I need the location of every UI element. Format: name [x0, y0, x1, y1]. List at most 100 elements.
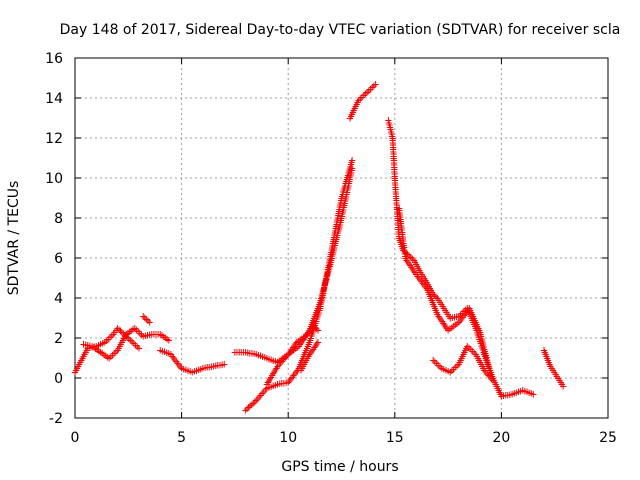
- data-point: +: [474, 319, 481, 333]
- data-point: +: [338, 209, 345, 223]
- data-point: +: [489, 373, 496, 387]
- data-point: +: [158, 328, 165, 342]
- data-point: +: [105, 332, 112, 346]
- data-point: +: [236, 345, 243, 359]
- data-point: +: [240, 345, 247, 359]
- data-point: +: [429, 295, 436, 309]
- data-point: +: [346, 172, 353, 186]
- data-point: +: [398, 223, 405, 237]
- data-point: +: [295, 334, 302, 348]
- data-point: +: [319, 288, 326, 302]
- data-point: +: [326, 261, 333, 275]
- data-point: +: [285, 347, 292, 361]
- data-point: +: [296, 337, 303, 351]
- data-point: +: [453, 310, 460, 324]
- data-point: +: [463, 341, 470, 355]
- data-point: +: [521, 384, 528, 398]
- series-track-8: ++++++++++++++++: [297, 335, 321, 377]
- data-point: +: [325, 256, 332, 270]
- data-point: +: [130, 336, 137, 350]
- data-point: +: [443, 321, 450, 335]
- data-point: +: [304, 326, 311, 340]
- data-point: +: [318, 289, 325, 303]
- data-point: +: [388, 127, 395, 141]
- data-point: +: [464, 339, 471, 353]
- data-point: +: [476, 325, 483, 339]
- data-point: +: [445, 309, 452, 323]
- data-point: +: [308, 317, 315, 331]
- data-point: +: [246, 399, 253, 413]
- data-point: +: [338, 191, 345, 205]
- data-point: +: [425, 285, 432, 299]
- data-point: +: [354, 95, 361, 109]
- data-point: +: [467, 309, 474, 323]
- data-point: +: [392, 180, 399, 194]
- data-point: +: [86, 341, 93, 355]
- data-point: +: [489, 371, 496, 385]
- data-point: +: [329, 236, 336, 250]
- data-point: +: [108, 329, 115, 343]
- data-point: +: [487, 365, 494, 379]
- data-point: +: [435, 309, 442, 323]
- data-point: +: [336, 202, 343, 216]
- data-point: +: [312, 316, 319, 330]
- data-point: +: [467, 303, 474, 317]
- data-point: +: [322, 274, 329, 288]
- data-point: +: [330, 242, 337, 256]
- data-point: +: [479, 359, 486, 373]
- data-point: +: [463, 305, 470, 319]
- data-point: +: [462, 306, 469, 320]
- data-point: +: [345, 176, 352, 190]
- data-point: +: [426, 287, 433, 301]
- data-point: +: [334, 213, 341, 227]
- data-point: +: [134, 324, 141, 338]
- data-point: +: [344, 168, 351, 182]
- data-point: +: [462, 343, 469, 357]
- data-point: +: [339, 207, 346, 221]
- data-point: +: [482, 351, 489, 365]
- data-point: +: [321, 279, 328, 293]
- data-point: +: [349, 153, 356, 167]
- data-point: +: [310, 313, 317, 327]
- data-point: +: [253, 393, 260, 407]
- data-point: +: [115, 322, 122, 336]
- data-point: +: [482, 365, 489, 379]
- data-point: +: [120, 331, 127, 345]
- data-point: +: [475, 330, 482, 344]
- series-track-3: +++++: [140, 309, 154, 329]
- data-point: +: [453, 359, 460, 373]
- data-point: +: [184, 363, 191, 377]
- data-point: +: [414, 269, 421, 283]
- data-point: +: [344, 170, 351, 184]
- data-point: +: [154, 327, 161, 341]
- data-point: +: [385, 115, 392, 129]
- data-point: +: [469, 309, 476, 323]
- data-point: +: [320, 284, 327, 298]
- data-point: +: [323, 266, 330, 280]
- data-point: +: [450, 319, 457, 333]
- data-point: +: [426, 289, 433, 303]
- data-point: +: [314, 301, 321, 315]
- data-point: +: [346, 164, 353, 178]
- data-point: +: [394, 209, 401, 223]
- data-point: +: [553, 369, 560, 383]
- data-point: +: [111, 346, 118, 360]
- data-point: +: [272, 378, 279, 392]
- data-point: +: [321, 278, 328, 292]
- data-point: +: [311, 309, 318, 323]
- data-point: +: [324, 268, 331, 282]
- data-point: +: [487, 367, 494, 381]
- data-point: +: [431, 299, 438, 313]
- data-point: +: [322, 273, 329, 287]
- y-tick-label: 6: [54, 251, 63, 267]
- data-point: +: [105, 351, 112, 365]
- data-point: +: [511, 386, 518, 400]
- data-point: +: [313, 303, 320, 317]
- data-point: +: [93, 339, 100, 353]
- data-point: +: [345, 178, 352, 192]
- data-point: +: [301, 330, 308, 344]
- data-point: +: [114, 321, 121, 335]
- data-point: +: [480, 340, 487, 354]
- data-point: +: [345, 166, 352, 180]
- series-track-9: ++++++++++++++++++++: [346, 77, 379, 125]
